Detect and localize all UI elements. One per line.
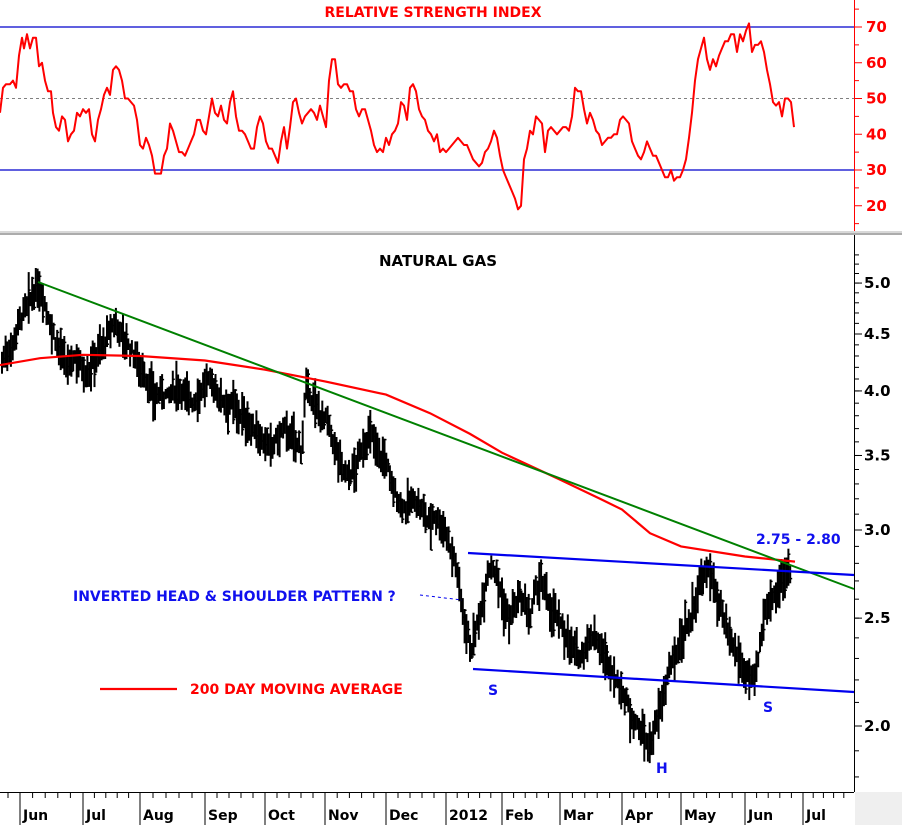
target-annotation: 2.75 - 2.80 [756,532,841,548]
axis-corner [855,792,902,825]
price-tick-label: 4.5 [864,325,891,343]
head-label: H [656,761,668,777]
month-label: Apr [625,808,653,824]
price-tick-label: 4.0 [864,382,891,400]
price-panel: NATURAL GAS INVERTED HEAD & SHOULDER PAT… [0,235,891,792]
price-tick-label: 2.5 [864,609,891,627]
rsi-tick-label: 20 [866,197,887,215]
rsi-panel: RELATIVE STRENGTH INDEX 70 60 50 40 30 20 [0,0,887,231]
price-tick-label: 2.0 [864,717,891,735]
pattern-annotation: INVERTED HEAD & SHOULDER PATTERN ? [73,589,396,605]
ma200-line [0,353,796,563]
price-tick-label: 5.0 [864,274,891,292]
neckline-upper [467,551,855,577]
rsi-tick-label: 50 [866,90,887,108]
rsi-axis-ticks: 70 60 50 40 30 20 [854,8,887,225]
month-label: Sep [208,808,238,824]
left-shoulder-label: S [488,683,498,699]
rsi-tick-label: 60 [866,54,887,72]
month-label: Jul [805,808,826,824]
rsi-line [0,22,795,211]
month-label: Jun [22,808,48,824]
ma-legend-label: 200 DAY MOVING AVERAGE [190,682,403,698]
price-title: NATURAL GAS [379,252,497,270]
month-label: May [684,808,716,824]
x-axis-ticks: Jun Jul Aug Sep Oct Nov Dec 2012 Feb Mar Apr May Jun… [7,792,845,825]
support-line-lower [472,667,855,694]
month-label: Jun [747,808,773,824]
month-label: Jul [85,808,106,824]
month-label: Dec [389,808,418,824]
rsi-title: RELATIVE STRENGTH INDEX [324,5,541,21]
month-label: Feb [505,808,534,824]
month-label: Nov [328,808,358,824]
rsi-tick-label: 40 [866,125,887,143]
rsi-tick-label: 30 [866,161,887,179]
price-tick-label: 3.5 [864,446,891,464]
pattern-pointer-line [419,594,463,601]
month-label: Mar [563,808,593,824]
rsi-tick-label: 70 [866,18,887,36]
month-label: Oct [268,808,295,824]
panel-separator [0,231,902,235]
price-axis-ticks: 5.0 4.5 4.0 3.5 3.0 2.5 2.0 [854,254,891,778]
x-axis: Jun Jul Aug Sep Oct Nov Dec 2012 Feb Mar Apr May Jun… [0,792,854,825]
price-tick-label: 3.0 [864,521,891,539]
month-label: Aug [143,808,174,824]
price-bars [1,268,793,764]
downtrend-line [37,281,855,590]
month-label: 2012 [449,808,488,824]
right-shoulder-label: S [763,700,773,716]
